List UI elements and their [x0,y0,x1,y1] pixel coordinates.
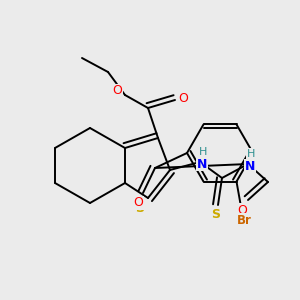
Text: H: H [199,147,207,157]
Text: O: O [237,203,247,217]
Text: Br: Br [237,214,252,227]
Text: O: O [112,85,122,98]
Text: H: H [247,149,255,159]
Text: O: O [178,92,188,104]
Text: N: N [245,160,255,172]
Text: O: O [133,196,143,209]
Text: N: N [197,158,207,170]
Text: S: S [212,208,220,221]
Text: S: S [136,202,145,214]
